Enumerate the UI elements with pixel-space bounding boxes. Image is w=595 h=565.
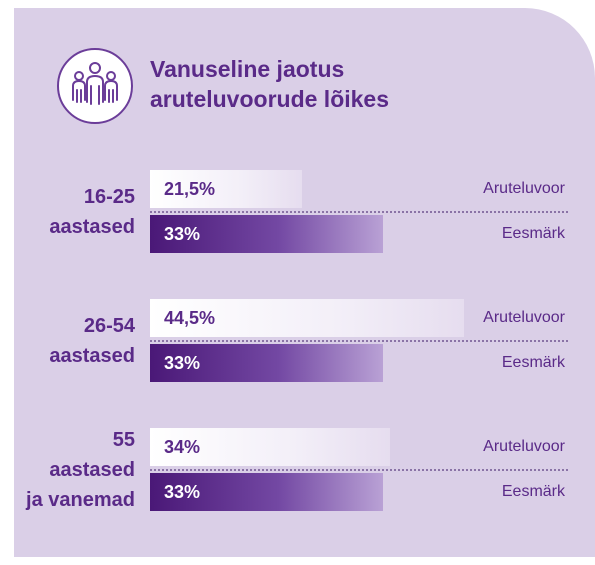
series-label: Aruteluvoor (483, 309, 565, 326)
separator (150, 469, 568, 471)
value-label: 21,5% (164, 179, 216, 199)
series-label: Eesmärk (501, 354, 565, 371)
category-label: aastased (49, 215, 135, 238)
separator (150, 340, 568, 342)
series-label: Aruteluvoor (483, 438, 565, 455)
series-label: Eesmärk (501, 225, 565, 242)
series-label: Aruteluvoor (483, 180, 565, 197)
value-label: 33% (164, 482, 201, 502)
bar (150, 170, 302, 208)
series-label: Eesmärk (501, 483, 565, 500)
bar (150, 215, 383, 253)
bar (150, 428, 391, 466)
icon (57, 48, 133, 124)
bar (150, 299, 465, 337)
category-label: ja vanemad (26, 488, 135, 511)
chart-title: Vanuseline jaotus aruteluvoorude lõikes (150, 56, 390, 112)
bar (150, 344, 383, 382)
value-label: 33% (164, 224, 201, 244)
value-label: 33% (164, 353, 201, 373)
category-label: 55 (112, 428, 135, 451)
category-label: 26-54 (83, 314, 135, 337)
category-label: aastased (49, 458, 135, 481)
category-label: aastased (49, 344, 135, 367)
value-label: 34% (164, 437, 201, 457)
category-label: 16-25 (83, 185, 135, 208)
bar (150, 473, 383, 511)
value-label: 44,5% (164, 308, 216, 328)
separator (150, 211, 568, 213)
